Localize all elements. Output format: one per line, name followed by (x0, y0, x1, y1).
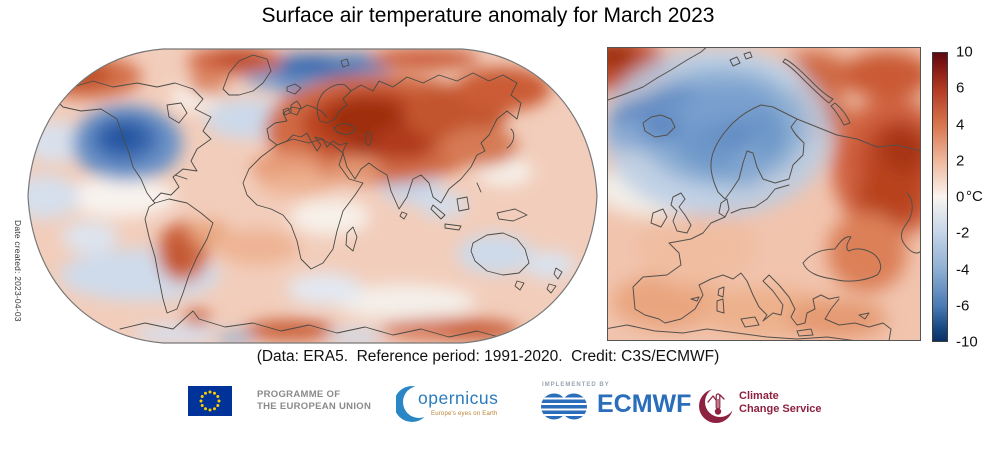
copernicus-wordmark: opernicus (418, 388, 499, 408)
world-map (27, 48, 598, 344)
world-anomaly-field (28, 49, 575, 343)
colorbar-tick: 4 (956, 116, 965, 133)
colorbar-tick: -2 (956, 224, 970, 242)
ecmwf-logo-icon (541, 393, 587, 420)
ecmwf-wordmark: ECMWF (597, 390, 692, 418)
copernicus-crescent-icon (396, 386, 430, 422)
data-credit-footnote: (Data: ERA5. Reference period: 1991-2020… (256, 348, 720, 365)
world-map-border (27, 48, 598, 344)
c3s-line1: Climate (739, 390, 779, 402)
eu-flag-stars (199, 390, 221, 412)
world-coastlines (54, 54, 563, 338)
c3s-service-label: Climate Change Service (739, 390, 822, 416)
colorbar-unit-label: °C (966, 188, 983, 205)
colorbar-ticks: 10 6 4 2 0 -2 -4 -6 -10 (952, 44, 998, 351)
colorbar-tick: 6 (956, 79, 965, 97)
c3s-line2: Change Service (739, 403, 822, 415)
colorbar-tick: 2 (956, 152, 965, 170)
colorbar-tick: -6 (956, 297, 970, 315)
page-title: Surface air temperature anomaly for Marc… (261, 4, 715, 27)
europe-coastlines (607, 47, 921, 341)
europe-map (607, 47, 921, 341)
colorbar-tick: 10 (956, 43, 973, 61)
eu-programme-line2: THE EUROPEAN UNION (257, 400, 372, 412)
colorbar-tick: -4 (956, 261, 970, 278)
colorbar-tick: -10 (956, 333, 978, 351)
europe-map-border (607, 47, 921, 341)
colorbar-tick: 0 (956, 188, 965, 206)
colorbar (932, 52, 948, 342)
ecmwf-implemented-by-label: IMPLEMENTED BY (542, 382, 610, 388)
eu-flag-logo (188, 386, 232, 416)
date-created-label: Date created: 2023-04-03 (13, 220, 23, 322)
europe-anomaly-field (607, 47, 921, 339)
c3s-crescent-icon (699, 387, 735, 423)
eu-programme-line1: PROGRAMME OF (257, 389, 341, 400)
copernicus-tagline: Europe's eyes on Earth (431, 411, 498, 417)
eu-programme-label: PROGRAMME OF THE EUROPEAN UNION (257, 389, 371, 412)
